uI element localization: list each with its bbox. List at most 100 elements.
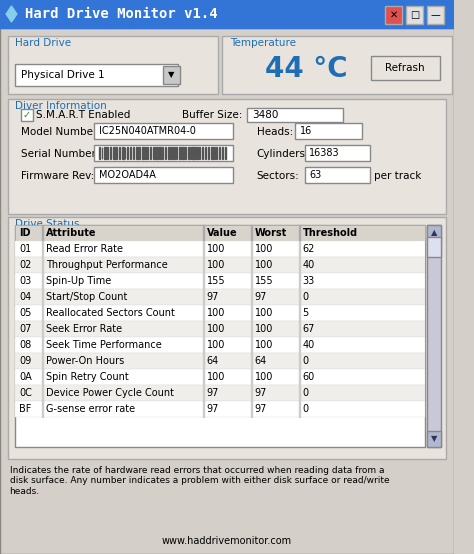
Bar — [8, 99, 447, 214]
Text: 100: 100 — [255, 260, 273, 270]
Text: 100: 100 — [207, 260, 225, 270]
Bar — [21, 109, 33, 121]
Text: 62: 62 — [303, 244, 315, 254]
Text: 0: 0 — [303, 404, 309, 414]
Text: 100: 100 — [207, 340, 225, 350]
Text: 97: 97 — [207, 404, 219, 414]
Text: Serial Number:: Serial Number: — [21, 149, 100, 159]
Bar — [427, 225, 440, 447]
Bar — [299, 257, 300, 273]
Bar — [299, 337, 300, 353]
Bar — [427, 237, 440, 257]
Bar — [299, 385, 300, 401]
Text: 0C: 0C — [19, 388, 32, 398]
Bar — [42, 289, 43, 305]
Text: 0: 0 — [303, 356, 309, 366]
Bar — [94, 145, 233, 161]
Bar — [299, 273, 300, 289]
Text: Seek Error Rate: Seek Error Rate — [46, 324, 122, 334]
Bar — [371, 56, 439, 80]
Bar — [208, 147, 209, 159]
Bar — [159, 147, 161, 159]
Text: 0: 0 — [303, 388, 309, 398]
Bar — [299, 321, 300, 337]
Text: ▲: ▲ — [430, 228, 437, 238]
Text: Spin-Up Time: Spin-Up Time — [46, 276, 111, 286]
Bar — [251, 321, 252, 337]
Text: 09: 09 — [19, 356, 31, 366]
Bar — [251, 273, 252, 289]
Text: ✕: ✕ — [390, 10, 398, 20]
Text: Model Number:: Model Number: — [21, 127, 101, 137]
Bar — [251, 401, 252, 417]
Text: S.M.A.R.T Enabled: S.M.A.R.T Enabled — [36, 110, 131, 120]
Text: Hard Drive Monitor v1.4: Hard Drive Monitor v1.4 — [25, 7, 218, 21]
Text: 100: 100 — [255, 244, 273, 254]
Bar — [179, 147, 180, 159]
Text: Buffer Size:: Buffer Size: — [182, 110, 242, 120]
Text: G-sense error rate: G-sense error rate — [46, 404, 135, 414]
Text: BF: BF — [19, 404, 32, 414]
Bar — [42, 401, 43, 417]
Bar — [299, 305, 300, 321]
Bar — [203, 273, 204, 289]
Bar — [203, 225, 204, 241]
Bar — [0, 0, 454, 28]
Bar — [211, 147, 213, 159]
Bar — [217, 147, 218, 159]
Text: 02: 02 — [19, 260, 32, 270]
Text: Hard Drive: Hard Drive — [15, 38, 72, 48]
Text: Worst: Worst — [255, 228, 287, 238]
Bar — [165, 147, 167, 159]
Text: 97: 97 — [207, 292, 219, 302]
Text: 01: 01 — [19, 244, 31, 254]
Text: per track: per track — [374, 171, 422, 181]
Bar — [122, 147, 124, 159]
Bar — [202, 147, 203, 159]
Bar — [119, 147, 120, 159]
Text: 16: 16 — [300, 126, 312, 136]
Bar — [219, 147, 221, 159]
Bar — [203, 385, 204, 401]
Bar — [205, 147, 207, 159]
Text: 08: 08 — [19, 340, 31, 350]
Bar — [8, 36, 219, 94]
Bar — [225, 147, 226, 159]
Text: Read Error Rate: Read Error Rate — [46, 244, 123, 254]
Text: 155: 155 — [255, 276, 273, 286]
Bar — [203, 305, 204, 321]
Text: 04: 04 — [19, 292, 31, 302]
Text: Attribute: Attribute — [46, 228, 97, 238]
Text: Spin Retry Count: Spin Retry Count — [46, 372, 129, 382]
Bar — [142, 147, 144, 159]
Text: Threshold: Threshold — [303, 228, 358, 238]
Bar — [299, 353, 300, 369]
Bar — [196, 147, 198, 159]
Bar — [168, 147, 170, 159]
Bar — [171, 147, 172, 159]
Bar — [110, 147, 112, 159]
Bar — [15, 225, 425, 241]
Bar — [299, 289, 300, 305]
Bar — [173, 147, 175, 159]
Text: Device Power Cycle Count: Device Power Cycle Count — [46, 388, 174, 398]
Text: 100: 100 — [255, 308, 273, 318]
Text: Refrash: Refrash — [385, 63, 425, 73]
Bar — [385, 6, 402, 24]
Text: 100: 100 — [255, 372, 273, 382]
Text: Indicates the rate of hardware read errors that occurred when reading data from : Indicates the rate of hardware read erro… — [9, 466, 389, 496]
Bar — [15, 321, 425, 337]
Bar — [94, 123, 233, 139]
Bar — [42, 241, 43, 257]
Bar — [214, 147, 215, 159]
Bar — [203, 337, 204, 353]
Bar — [299, 241, 300, 257]
Text: 97: 97 — [255, 404, 267, 414]
Bar — [163, 66, 180, 84]
Bar — [113, 147, 114, 159]
Text: Heads:: Heads: — [257, 127, 293, 137]
Text: 100: 100 — [255, 324, 273, 334]
Bar — [162, 147, 164, 159]
Text: 97: 97 — [207, 388, 219, 398]
Text: Cylinders:: Cylinders: — [257, 149, 310, 159]
